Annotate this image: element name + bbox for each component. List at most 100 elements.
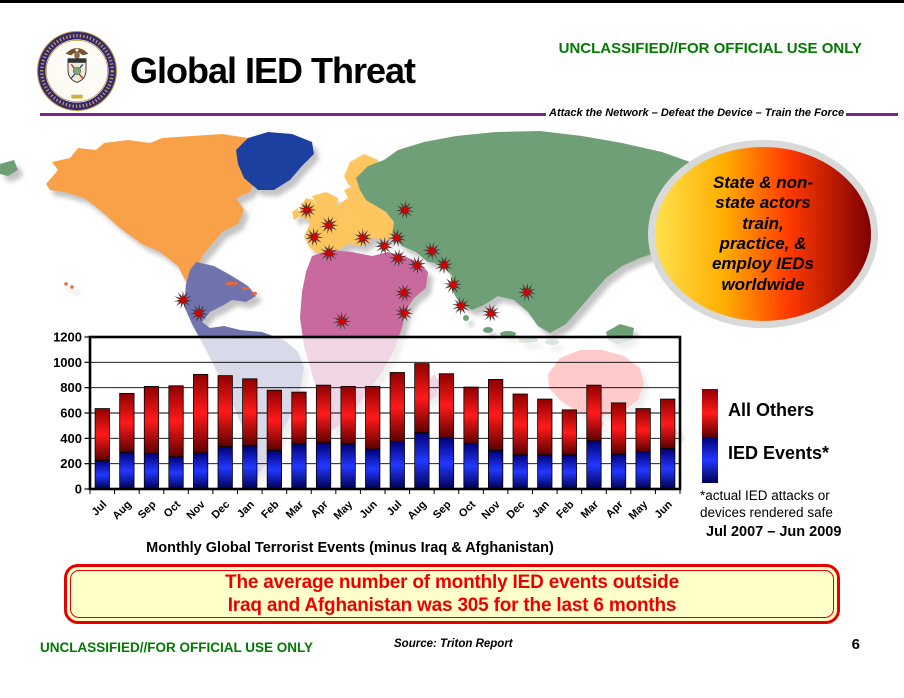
- x-tick-label: Jul: [90, 499, 110, 519]
- bar-all-others: [660, 398, 676, 449]
- legend-label-ied-events: IED Events*: [728, 443, 830, 463]
- bar-ied-events: [561, 454, 577, 490]
- x-tick-label: May: [627, 498, 651, 522]
- bar-ied-events: [414, 432, 430, 490]
- oval-text-line: practice, &: [719, 234, 807, 253]
- bar-all-others: [143, 385, 160, 454]
- oval-text-line: State & non-: [712, 172, 814, 192]
- bar-ied-events: [488, 449, 504, 490]
- x-tick-label: Nov: [480, 498, 504, 522]
- ied-event-starburst-icon: [319, 215, 339, 235]
- footnote-line-2: devices rendered safe: [700, 504, 833, 520]
- bar-ied-events: [610, 453, 627, 490]
- ied-event-starburst-icon: [422, 241, 442, 261]
- x-tick-label: Aug: [405, 499, 429, 523]
- ied-event-starburst-icon: [387, 228, 407, 248]
- bar-ied-events: [365, 448, 381, 490]
- ied-incident-markers: [173, 200, 537, 331]
- legend-label-all-others: All Others: [728, 400, 815, 420]
- x-tick-label: Apr: [604, 498, 626, 520]
- bar-ied-events: [143, 453, 160, 490]
- x-tick-label: Sep: [136, 498, 159, 521]
- x-tick-label: Oct: [162, 498, 184, 520]
- x-tick-label: Jan: [530, 498, 552, 520]
- ied-event-starburst-icon: [394, 303, 414, 323]
- classification-banner-top: UNCLASSIFIED//FOR OFFICIAL USE ONLY: [558, 40, 862, 57]
- bar-all-others: [266, 389, 282, 451]
- ied-event-starburst-icon: [353, 228, 373, 248]
- chart-axis-title: Monthly Global Terrorist Events (minus I…: [146, 540, 554, 556]
- page-title: Global IED Threat: [130, 50, 416, 91]
- callout-line-2: Iraq and Afghanistan was 305 for the las…: [227, 595, 677, 616]
- legend-swatch-ied-events: [702, 437, 718, 483]
- bar-ied-events: [119, 451, 135, 490]
- bar-all-others: [242, 378, 258, 447]
- x-tick-label: Nov: [185, 498, 209, 522]
- bar-all-others: [512, 393, 528, 456]
- x-tick-label: Oct: [457, 498, 479, 520]
- bar-all-others: [414, 363, 430, 434]
- bar-all-others: [365, 385, 381, 450]
- bar-all-others: [488, 379, 504, 451]
- bar-ied-events: [438, 437, 455, 490]
- bar-all-others: [635, 408, 651, 453]
- y-tick-label: 0: [75, 482, 82, 497]
- bar-ied-events: [389, 441, 405, 490]
- bar-all-others: [315, 384, 332, 444]
- x-tick-label: Mar: [284, 498, 307, 521]
- bar-ied-events: [512, 454, 528, 490]
- continent-greenland: [236, 132, 314, 190]
- islands-caribbean: [64, 282, 257, 295]
- summary-callout-box: The average number of monthly IED events…: [64, 564, 840, 624]
- bar-all-others: [340, 385, 356, 445]
- x-tick-label: Sep: [431, 498, 454, 521]
- ied-event-starburst-icon: [394, 283, 414, 303]
- x-tick-label: Jan: [235, 498, 257, 520]
- bar-all-others: [119, 392, 135, 453]
- x-tick-label: Aug: [110, 499, 134, 523]
- ied-event-starburst-icon: [388, 248, 408, 268]
- oval-text-line: state actors: [715, 193, 811, 213]
- ied-event-starburst-icon: [443, 275, 463, 295]
- bar-all-others: [94, 408, 110, 461]
- date-range-label: Jul 2007 – Jun 2009: [706, 524, 842, 540]
- legend-swatch-all-others: [702, 389, 718, 437]
- bar-ied-events: [660, 448, 676, 490]
- x-tick-label: Jun: [653, 498, 676, 521]
- y-tick-label: 400: [60, 431, 82, 446]
- x-tick-label: Jul: [385, 499, 405, 519]
- ied-event-starburst-icon: [297, 200, 317, 220]
- bars-all-others: [94, 363, 676, 461]
- x-tick-label: Mar: [579, 498, 602, 521]
- footnote-line-1: *actual IED attacks or: [700, 488, 830, 503]
- bar-ied-events: [586, 440, 602, 490]
- bar-all-others: [217, 375, 233, 447]
- bar-all-others: [438, 373, 455, 439]
- ied-event-starburst-icon: [304, 227, 324, 247]
- bar-ied-events: [94, 460, 110, 490]
- x-tick-label: Feb: [259, 498, 282, 521]
- y-tick-label: 600: [60, 406, 82, 421]
- x-tick-label: Dec: [505, 499, 528, 522]
- bar-ied-events: [193, 452, 209, 490]
- bar-ied-events: [315, 442, 332, 490]
- ied-event-starburst-icon: [481, 303, 501, 323]
- x-tick-label: Apr: [309, 498, 331, 520]
- bar-all-others: [168, 385, 184, 458]
- oval-text-line: employ IEDs: [711, 254, 815, 274]
- bar-ied-events: [291, 443, 307, 490]
- bar-ied-events: [217, 446, 233, 490]
- classification-banner-bottom: UNCLASSIFIED//FOR OFFICIAL USE ONLY: [40, 640, 314, 655]
- oval-text-line: train,: [742, 213, 784, 233]
- page-number: 6: [851, 636, 860, 653]
- bar-ied-events: [168, 456, 184, 490]
- x-tick-label: Feb: [554, 498, 577, 521]
- ied-event-starburst-icon: [451, 296, 471, 316]
- bar-ied-events: [463, 442, 479, 490]
- ied-event-starburst-icon: [332, 311, 352, 331]
- y-tick-label: 800: [60, 380, 82, 395]
- header-rule-left: [40, 113, 546, 116]
- callout-line-1: The average number of monthly IED events…: [225, 571, 679, 593]
- y-tick-label: 1000: [53, 355, 82, 370]
